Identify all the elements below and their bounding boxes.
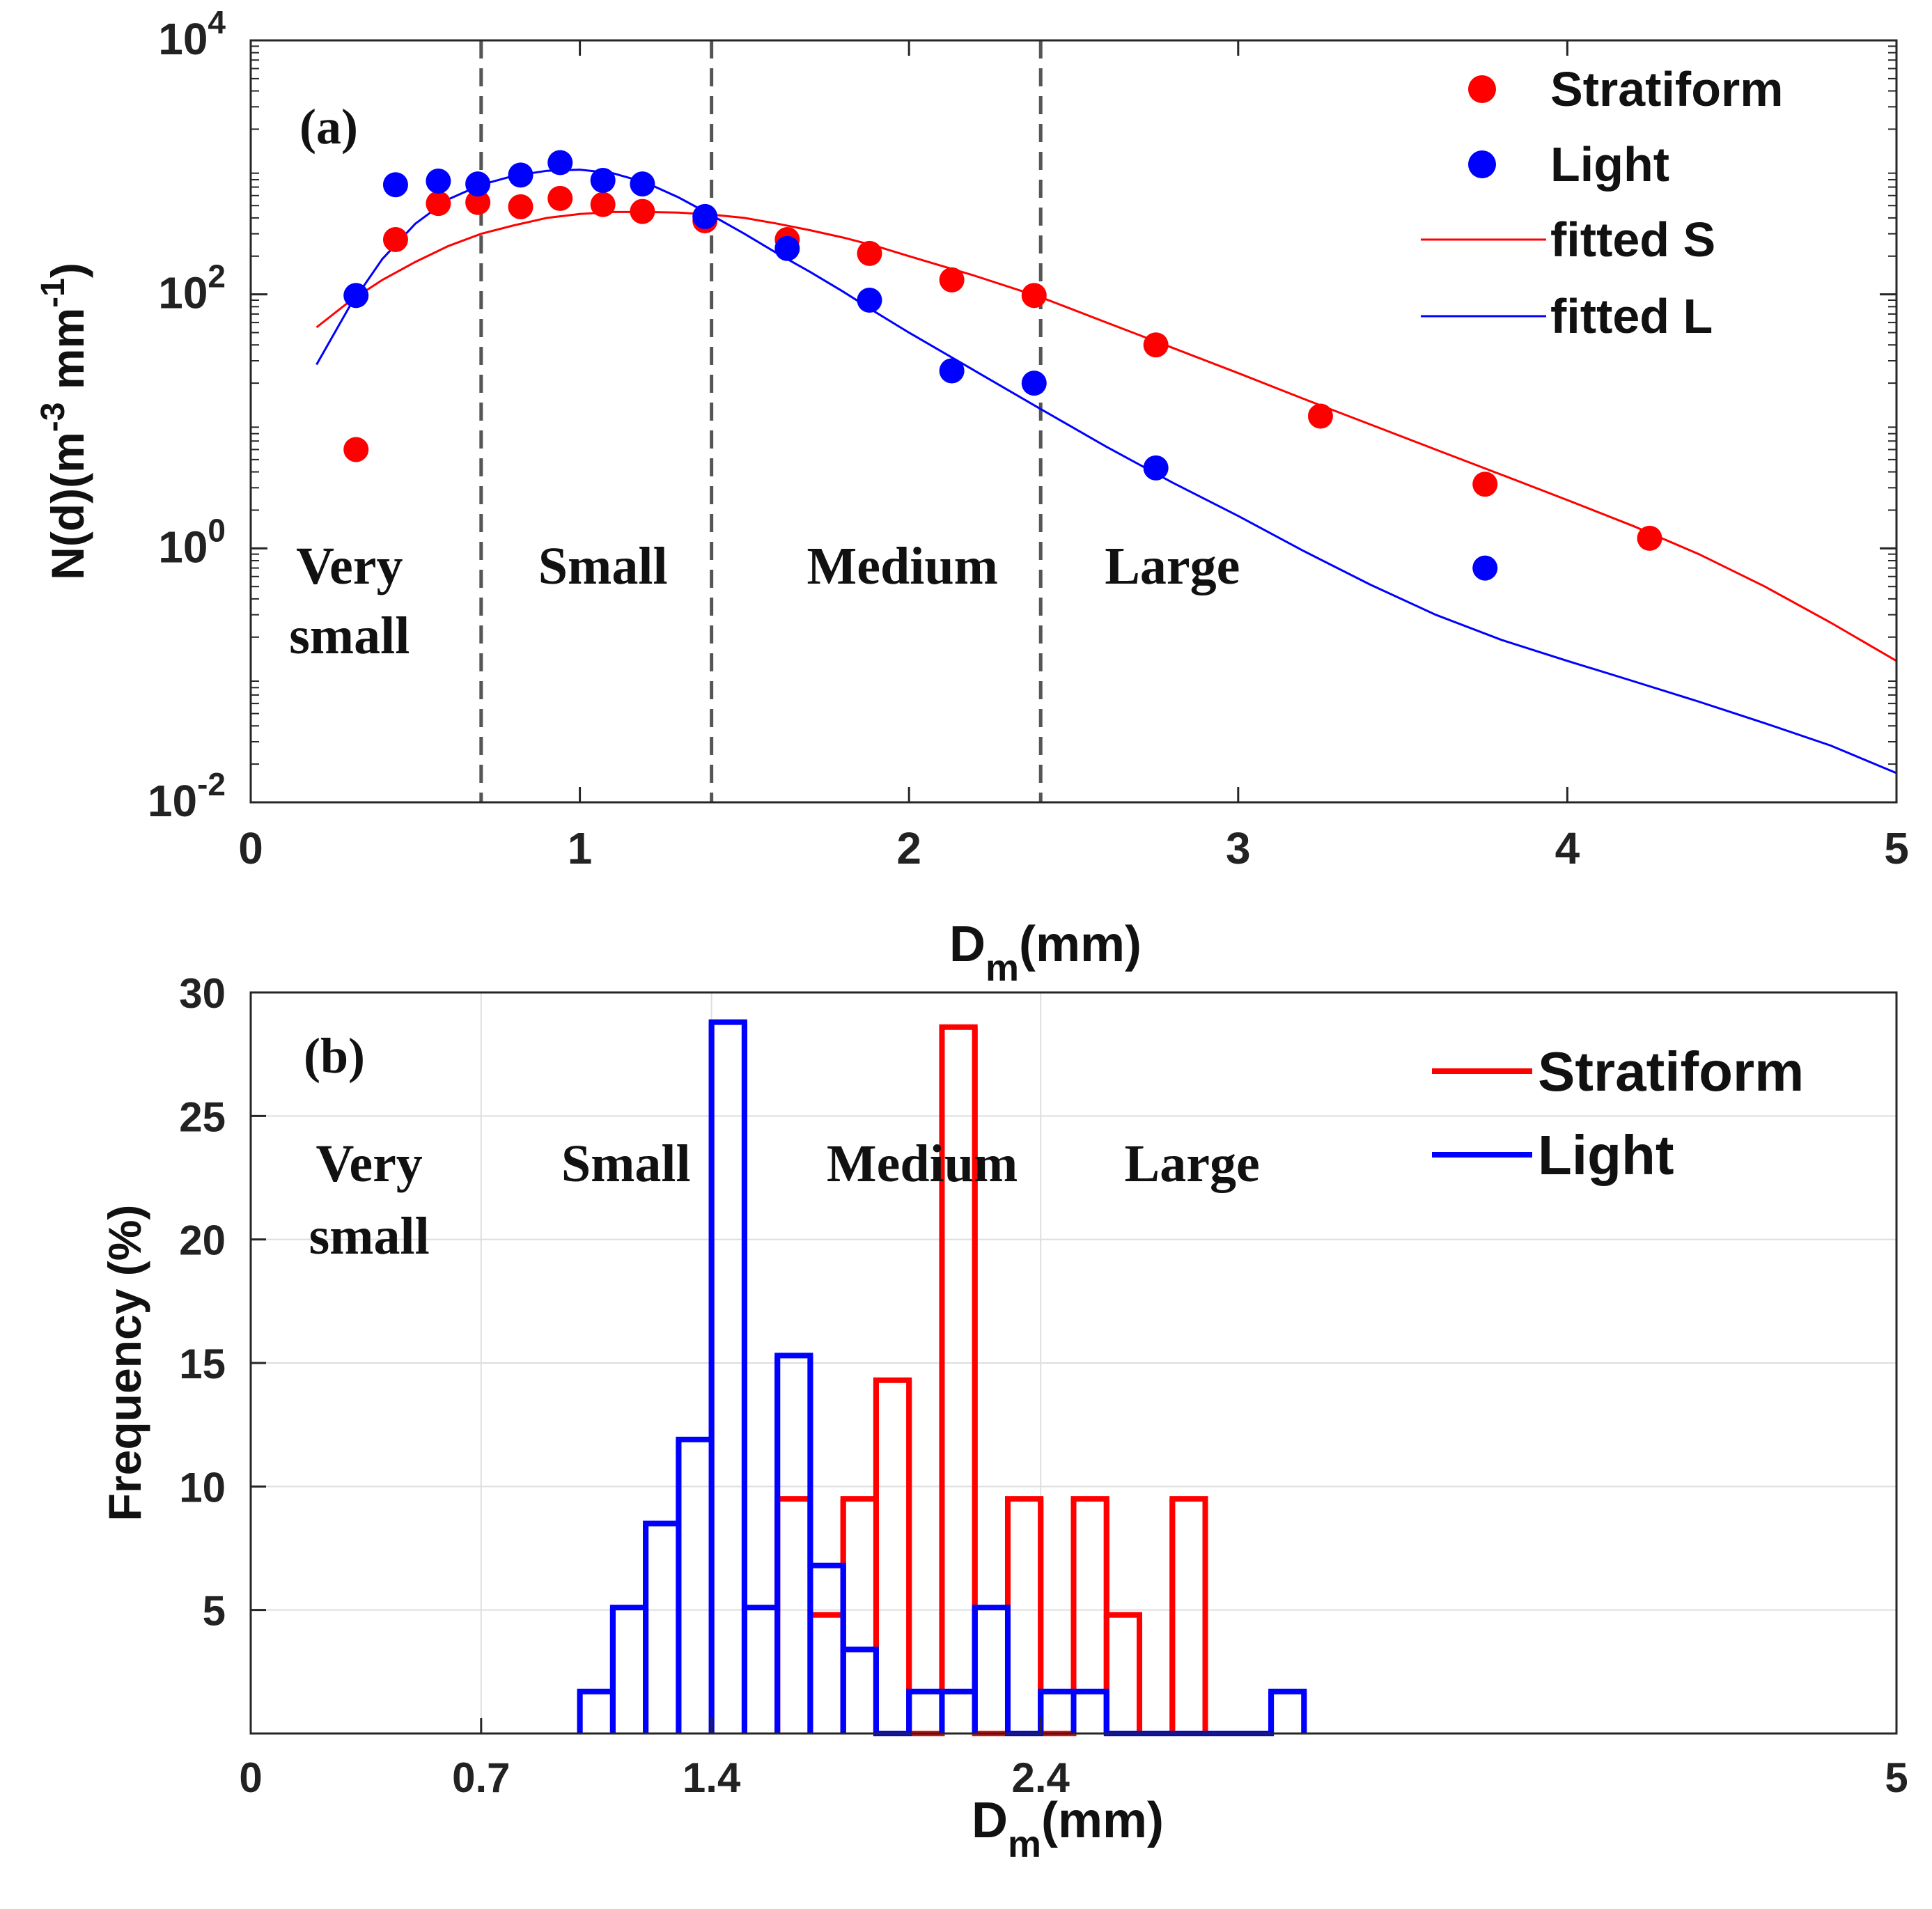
y-tick-label-10: 10 [179,1464,226,1511]
y-tick-label-5: 5 [203,1588,226,1635]
data-point-light-1 [382,172,408,198]
legend-label-fitted-l: fitted L [1550,289,1713,343]
panel-a-data-points [343,150,1662,581]
data-point-light-6 [590,167,616,193]
legend-label-light: Light [1550,137,1669,192]
panel-b-label: (b) [304,1028,365,1084]
panel-a-legend: Stratiform Light fitted S fitted L [1421,62,1783,343]
y-tick-label-15: 15 [179,1341,226,1387]
y-tick-label-2: 10-2 [148,766,226,826]
panel-b-region-labels: Very small Small Medium Large [309,1135,1260,1265]
x-tick-label-0: 0 [239,1754,262,1801]
x-tick-label-2: 2 [896,823,921,873]
data-point-stratiform-1 [382,227,408,253]
x-tick-label-0: 0 [238,823,263,873]
data-point-stratiform-12 [1021,283,1047,309]
region-label-small: Small [538,537,668,595]
x-tick-label-5: 5 [1884,823,1909,873]
x-tick-label-1-4: 1.4 [683,1754,741,1801]
data-point-stratiform-4 [508,194,533,219]
panel-a-plot-frame [249,39,1898,804]
data-point-light-14 [1472,555,1498,581]
region-label-medium: Medium [807,537,998,595]
panel-a-boundary-lines [479,40,1043,802]
x-tick-label-5: 5 [1885,1754,1908,1801]
panel-b-y-tick-labels: 5 10 15 20 25 30 [179,970,226,1635]
region-label-very-small: Very small [289,537,410,665]
data-point-stratiform-7 [630,198,655,224]
x-tick-label-1: 1 [568,823,593,873]
x-tick-label-3: 3 [1226,823,1251,873]
panel-b-tick-marks [249,991,1898,1733]
data-point-light-3 [465,171,491,197]
data-point-stratiform-13 [1143,332,1169,358]
panel-b-legend: Stratiform Light [1432,1041,1804,1186]
data-point-stratiform-10 [857,240,882,266]
panel-a-label: (a) [299,99,358,155]
panel-a-scatter-plot: 0 1 2 3 4 5 104 102 100 10-2 Very small Small Mediu… [35,4,1909,989]
y-tick-label-4: 104 [158,4,226,64]
x-tick-label-4: 4 [1555,823,1580,873]
series-line-fitted-s [315,210,1897,662]
legend-label-stratiform-b: Stratiform [1538,1041,1804,1102]
data-point-light-12 [1021,371,1047,396]
data-point-light-5 [547,150,573,176]
data-point-light-9 [774,235,800,261]
y-tick-label-30: 30 [179,970,226,1017]
data-point-stratiform-0 [343,437,369,462]
region-label-b-large: Large [1125,1135,1260,1193]
data-point-light-8 [692,203,718,229]
panel-a-region-labels: Very small Small Medium Large [289,537,1240,665]
panel-b-x-tick-labels: 0 0.7 1.4 2.4 5 [239,1754,1908,1801]
y-tick-label-2: 102 [158,258,226,318]
legend-label-fitted-s: fitted S [1550,212,1715,267]
legend-label-stratiform: Stratiform [1550,62,1783,116]
panel-b-histogram: 0 0.7 1.4 2.4 5 5 10 15 20 25 30 Very small Small Me… [99,970,1908,1865]
data-point-light-13 [1143,455,1169,481]
data-point-light-2 [426,169,451,194]
data-point-stratiform-5 [547,185,573,211]
legend-marker-stratiform [1468,75,1496,103]
y-tick-label-25: 25 [179,1093,226,1140]
data-point-light-0 [343,283,369,309]
data-point-stratiform-11 [939,267,965,293]
panel-a-x-axis-label: Dm(mm) [949,917,1142,989]
data-point-light-7 [630,171,655,197]
data-point-stratiform-6 [590,192,616,217]
data-point-stratiform-14 [1307,403,1333,429]
region-label-b-medium: Medium [827,1135,1018,1193]
data-point-light-10 [857,288,882,313]
region-label-b-very-small: Very small [309,1135,430,1265]
panel-a-y-tick-labels: 104 102 100 10-2 [148,4,226,826]
data-point-light-11 [939,358,965,384]
data-point-stratiform-2 [426,191,451,217]
y-tick-label-20: 20 [179,1217,226,1264]
region-label-b-small: Small [561,1135,691,1193]
x-tick-label-0-7: 0.7 [452,1754,510,1801]
x-tick-label-2-4: 2.4 [1012,1754,1070,1801]
legend-marker-light [1468,150,1496,178]
legend-label-light-b: Light [1538,1124,1674,1186]
data-point-light-4 [508,162,533,188]
panel-a-x-tick-labels: 0 1 2 3 4 5 [238,823,1909,873]
panel-a-tick-marks [249,39,1898,804]
data-point-stratiform-16 [1637,525,1662,551]
data-point-stratiform-3 [465,189,491,215]
panel-a-y-axis-label: N(d)(m-3 mm-1) [35,263,93,580]
panel-b-y-axis-label: Frequency (%) [99,1205,150,1522]
y-tick-label-0: 100 [158,512,226,572]
panel-b-x-axis-label: Dm(mm) [972,1793,1164,1865]
data-point-stratiform-15 [1472,472,1498,497]
region-label-large: Large [1105,537,1240,595]
